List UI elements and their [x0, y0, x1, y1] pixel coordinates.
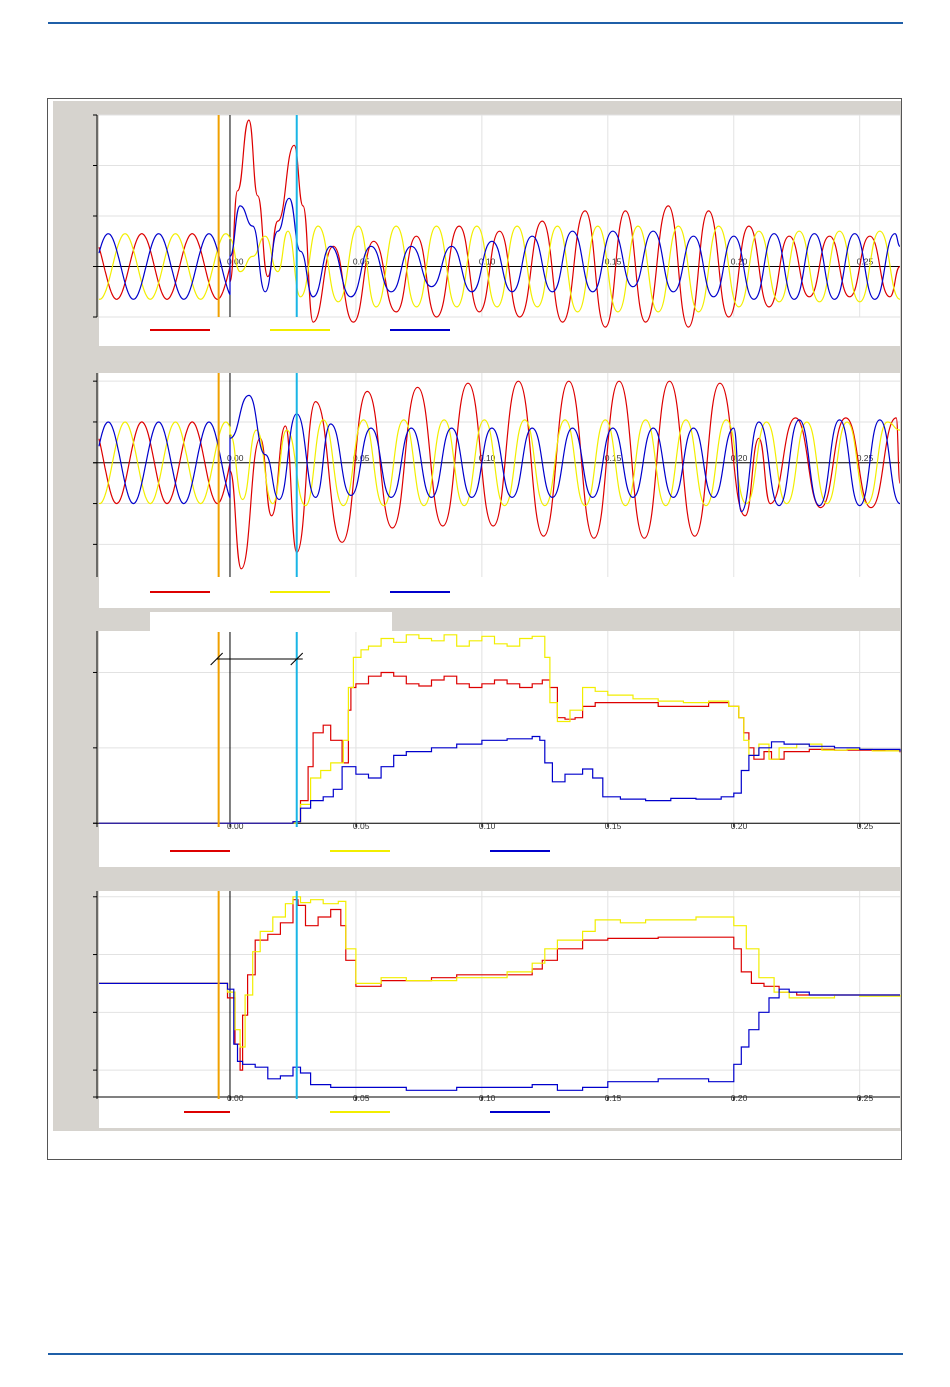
- x-tick-label: 0.20: [731, 821, 748, 831]
- bottom-rule: [48, 1353, 903, 1355]
- plot-area: [99, 373, 900, 577]
- panel-phase-currents: 0.00 0.05 0.10 0.15 0.20 0.25: [93, 114, 901, 346]
- x-tick-label: 0.10: [479, 1093, 496, 1103]
- series-line-3: [99, 735, 901, 824]
- top-rule: [48, 22, 903, 24]
- legend-area: [99, 317, 900, 346]
- x-tick-label: 0.15: [605, 257, 622, 267]
- interval-tick-left: [210, 652, 223, 666]
- series-line-3: [98, 197, 901, 300]
- series-line-2: [99, 896, 901, 1048]
- x-tick-label: 0.15: [605, 1093, 622, 1103]
- panel-phase-voltages: 0.00 0.05 0.10 0.15 0.20 0.25: [93, 373, 901, 608]
- panel-rms-values: 0.00 0.05 0.10 0.15 0.20 0.25: [93, 612, 901, 867]
- recorder-figure: 0.00 0.05 0.10 0.15 0.20 0.25 0.00 0.05 0.10 0.15…: [48, 99, 901, 1159]
- x-tick-label: 0.00: [227, 257, 244, 267]
- series-line-1: [99, 671, 901, 824]
- series-line-2: [98, 225, 901, 313]
- plot-area: [99, 631, 900, 827]
- figure-frame: 0.00 0.05 0.10 0.15 0.20 0.25 0.00 0.05 0.10 0.15…: [47, 98, 902, 1160]
- x-tick-label: 0.00: [227, 1093, 244, 1103]
- series-line-3: [98, 394, 901, 513]
- x-tick-label: 0.25: [857, 821, 874, 831]
- x-tick-label: 0.25: [857, 257, 874, 267]
- x-tick-label: 0.10: [479, 257, 496, 267]
- x-tick-label: 0.15: [605, 821, 622, 831]
- x-tick-label: 0.20: [731, 257, 748, 267]
- series-line-3: [99, 982, 900, 1091]
- annotation-box: [150, 612, 392, 632]
- series-line-2: [98, 419, 901, 507]
- panel-impedance-values: 0.00 0.05 0.10 0.15 0.20 0.25: [93, 891, 901, 1128]
- x-tick-label: 0.10: [479, 821, 496, 831]
- x-tick-label: 0.25: [857, 1093, 874, 1103]
- x-tick-label: 0.05: [353, 1093, 370, 1103]
- x-tick-label: 0.05: [353, 821, 370, 831]
- x-tick-label: 0.15: [605, 453, 622, 463]
- x-tick-label: 0.05: [353, 257, 370, 267]
- series-line-1: [98, 380, 901, 570]
- x-tick-label: 0.20: [731, 1093, 748, 1103]
- plot-area: [99, 891, 900, 1099]
- x-tick-label: 0.10: [479, 453, 496, 463]
- x-tick-label: 0.25: [857, 453, 874, 463]
- x-tick-label: 0.00: [227, 821, 244, 831]
- legend-area: [99, 1099, 900, 1128]
- legend-area: [99, 827, 900, 867]
- legend-area: [99, 577, 900, 608]
- interval-tick-right: [290, 652, 304, 666]
- x-tick-label: 0.20: [731, 453, 748, 463]
